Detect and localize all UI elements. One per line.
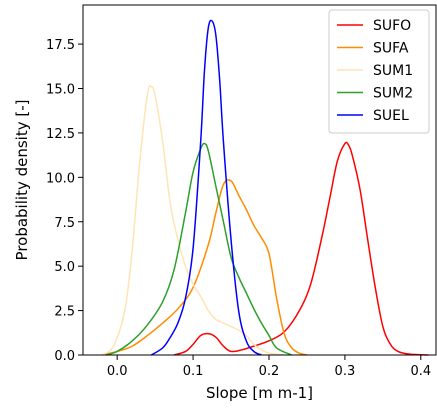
- series-line-suel: [150, 19, 262, 356]
- series-line-sum1: [101, 84, 285, 356]
- series-line-sufa: [101, 179, 308, 356]
- legend-label-suel: SUEL: [373, 108, 409, 124]
- y-tick-label: 15.0: [46, 83, 75, 98]
- legend-label-sufa: SUFA: [373, 41, 409, 57]
- x-axis-ticks: 0.0 0.1 0.2 0.3 0.4: [107, 355, 431, 379]
- x-tick-label: 0.3: [335, 364, 356, 379]
- legend-box: [328, 9, 430, 134]
- y-axis-label: Probability density [-]: [13, 100, 31, 261]
- x-axis-label: Slope [m m-1]: [206, 384, 313, 402]
- x-tick-label: 0.2: [259, 364, 280, 379]
- series-line-sufo: [173, 141, 429, 356]
- y-tick-label: 10.0: [46, 171, 75, 186]
- legend-label-sum2: SUM2: [373, 86, 413, 102]
- series-layer: [101, 19, 429, 356]
- x-tick-label: 0.0: [107, 364, 128, 379]
- y-tick-label: 0.0: [54, 349, 75, 364]
- series-line-sum2: [105, 142, 293, 356]
- y-tick-label: 17.5: [46, 38, 75, 53]
- y-tick-label: 5.0: [54, 260, 75, 275]
- y-tick-label: 7.5: [54, 216, 75, 231]
- legend-label-sum1: SUM1: [373, 63, 413, 79]
- x-tick-label: 0.4: [410, 364, 431, 379]
- y-tick-label: 12.5: [46, 127, 75, 142]
- y-axis-ticks: 0.0 2.5 5.0 7.5 10.0 12.5 15.0 17.5: [46, 38, 83, 364]
- x-tick-label: 0.1: [183, 364, 204, 379]
- legend: SUFO SUFA SUM1 SUM2 SUEL: [328, 9, 430, 134]
- y-tick-label: 2.5: [54, 305, 75, 320]
- legend-label-sufo: SUFO: [373, 18, 411, 34]
- plot-frame: [82, 4, 437, 356]
